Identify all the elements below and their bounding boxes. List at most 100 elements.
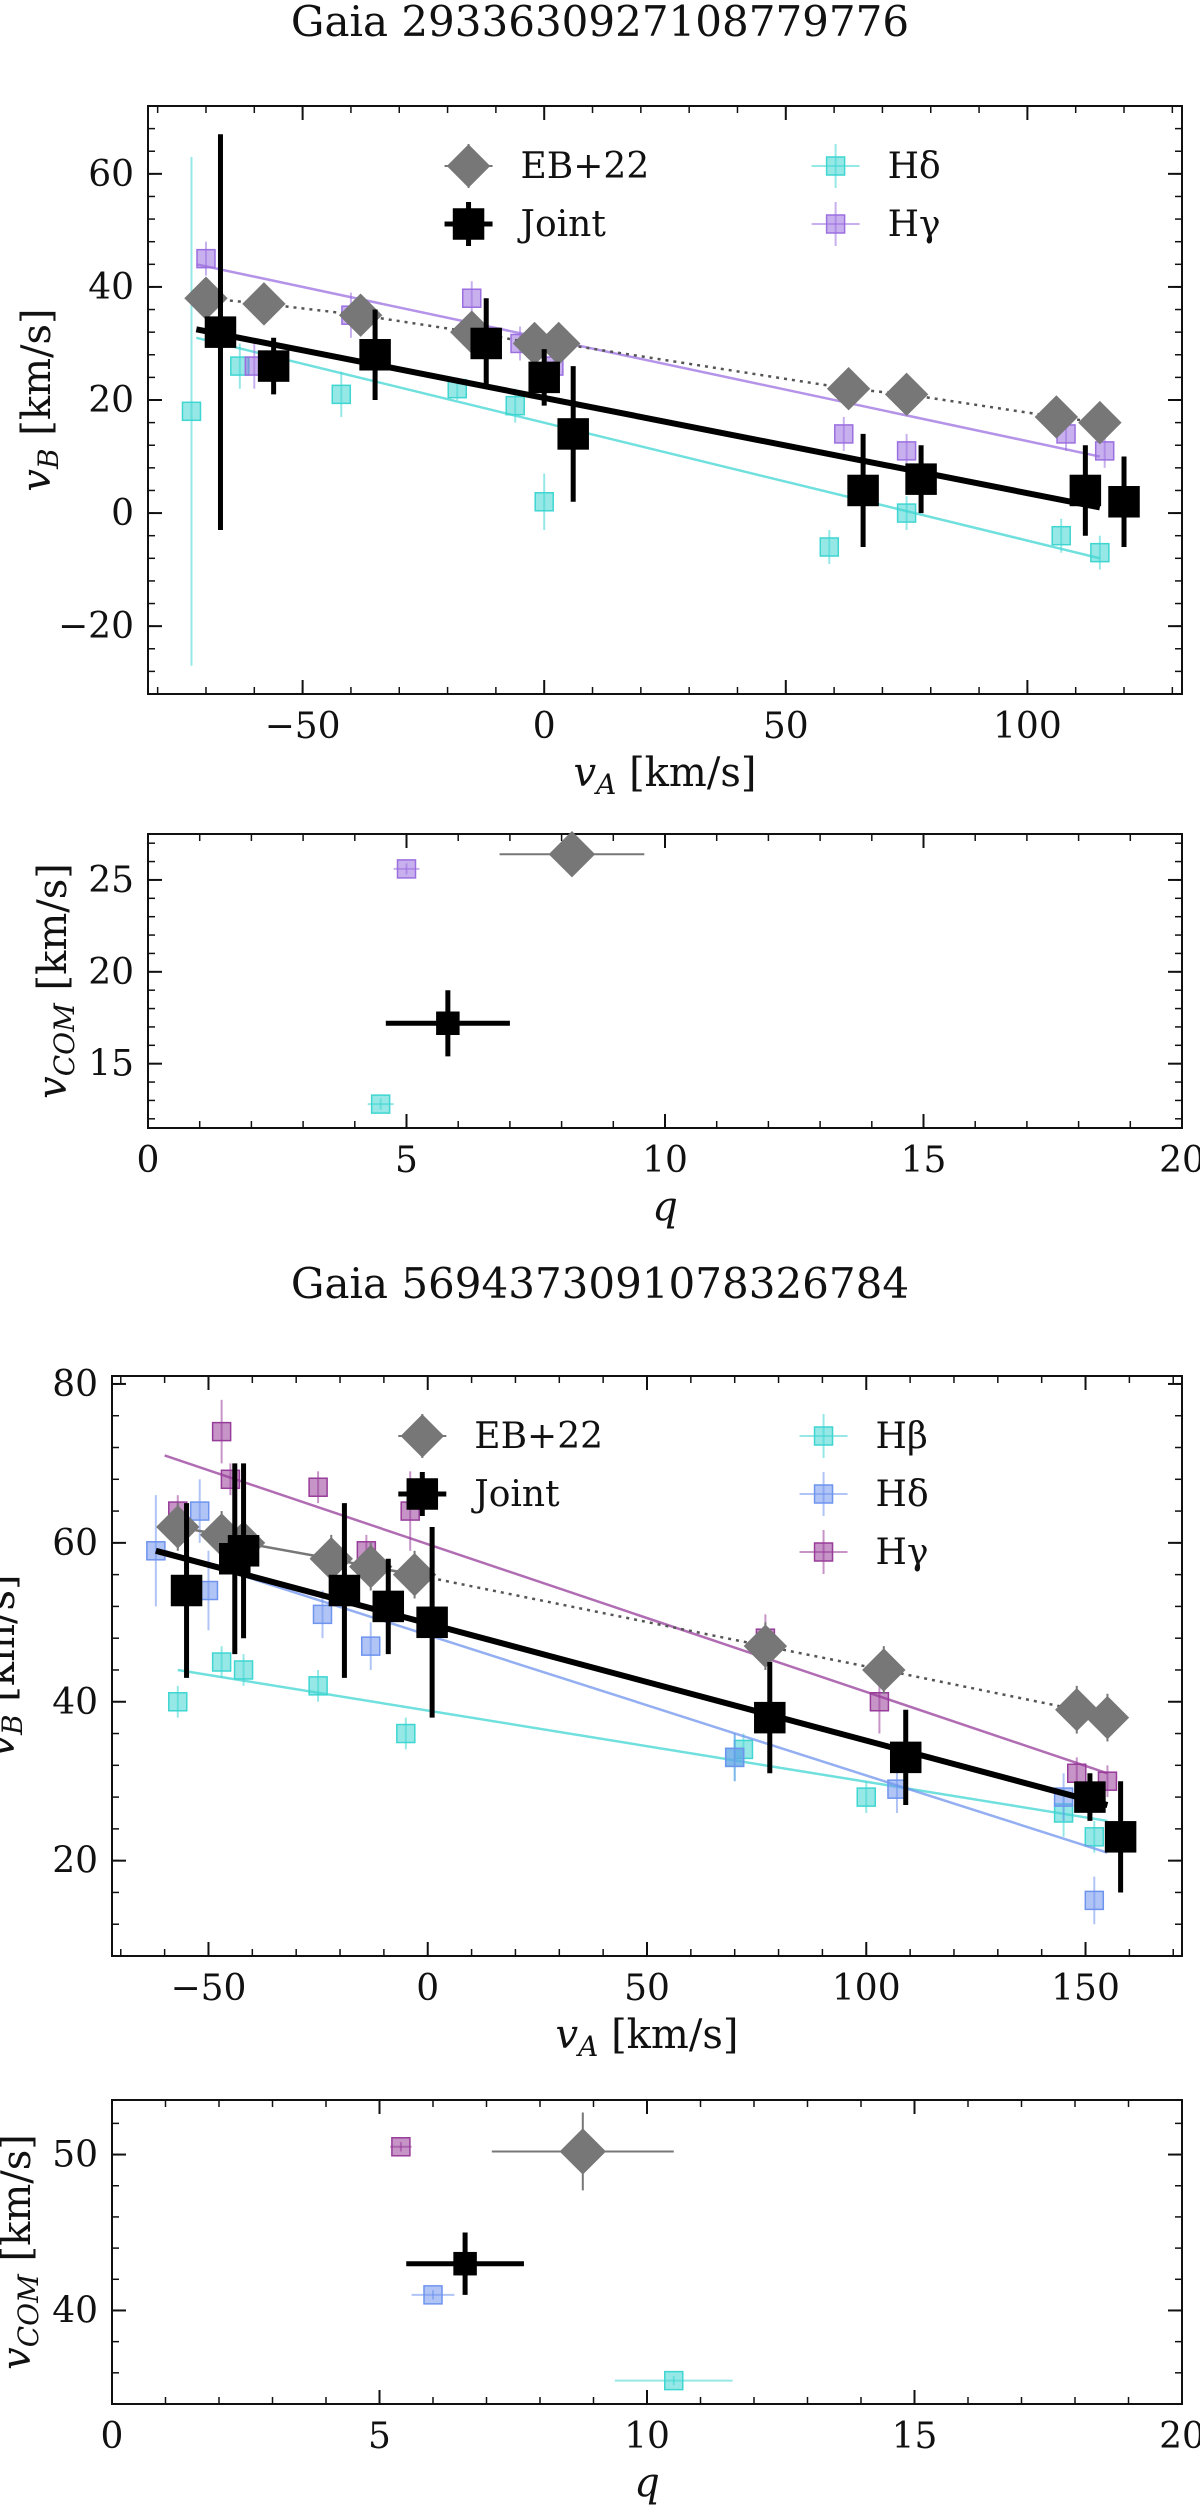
data-point-hdelta: [534, 492, 554, 512]
data-point-joint: [1074, 1781, 1106, 1813]
title-plot-1: Gaia 2933630927108779776: [291, 0, 909, 46]
x-tick-label: 5: [368, 2416, 391, 2457]
data-point-joint: [170, 1574, 203, 1607]
data-point-eb22: [884, 372, 929, 417]
data-point-hdelta: [360, 1636, 381, 1656]
data-point-eb22: [559, 2128, 607, 2175]
data-point-eb22: [1078, 400, 1122, 445]
data-point-eb22: [242, 282, 286, 326]
data-point-hdelta: [331, 384, 352, 405]
legend-label-hgamma: Hγ: [876, 1532, 929, 1573]
data-point-hgamma: [461, 288, 482, 308]
data-point-joint: [328, 1574, 361, 1607]
fit-line-hdelta: [196, 336, 1101, 560]
legend-label-hbeta: Hβ: [876, 1416, 928, 1457]
fit-line-hgamma: [164, 1454, 1108, 1775]
data-point-hgamma: [196, 248, 216, 269]
y-tick-label: 20: [88, 380, 134, 421]
data-point-hgamma: [396, 859, 417, 879]
data-point-joint: [1069, 474, 1102, 507]
data-point-hdelta: [1051, 525, 1071, 546]
series-hdelta: [411, 2285, 455, 2305]
series-joint: [195, 134, 1140, 547]
series-hgamma: [393, 859, 420, 879]
data-point-hbeta: [664, 2370, 684, 2391]
x-tick-label: 0: [137, 1140, 160, 1181]
y-tick-label: 20: [88, 952, 134, 993]
x-axis-label: q: [652, 1184, 678, 1230]
axes-frame: [147, 105, 1183, 695]
data-point-eb22: [349, 1544, 393, 1589]
x-tick-label: 50: [763, 706, 809, 747]
data-point-joint: [754, 1701, 786, 1734]
x-tick-label: −50: [265, 706, 341, 747]
x-tick-label: 100: [832, 1968, 901, 2009]
x-tick-label: 0: [533, 706, 556, 747]
y-tick-label: 60: [52, 1523, 98, 1564]
data-point-hdelta: [505, 395, 525, 416]
data-point-hgamma: [391, 2137, 411, 2157]
legend-label-hgamma: Hγ: [888, 204, 941, 245]
data-point-joint: [1104, 1821, 1137, 1853]
series-hgamma: [164, 1399, 1118, 1798]
data-point-hbeta: [396, 1723, 416, 1744]
eb22-connector: [205, 296, 1101, 424]
data-point-hdelta: [312, 1604, 333, 1625]
plot-3-velocity: −50 0 50 100 150 20 40 60 80 vA [km/s] vB [km/s] EB…: [0, 1364, 1183, 2063]
series-hdelta: [146, 1479, 1108, 1925]
plot-4-vcom: 0 5 10 15 20 40 50 q vCOM [km/s]: [0, 2099, 1200, 2506]
x-tick-label: 10: [642, 1140, 688, 1181]
data-point-hbeta: [1084, 1827, 1105, 1847]
x-tick-label: 20: [1159, 2416, 1200, 2457]
legend-marker-joint: [452, 208, 485, 240]
legend-marker-eb22: [400, 1414, 445, 1458]
x-tick-label: 100: [993, 706, 1062, 747]
series-hbeta: [614, 2370, 733, 2391]
data-point-hbeta: [168, 1692, 188, 1712]
legend-marker-eb22: [446, 144, 491, 188]
x-tick-label: 150: [1051, 1968, 1120, 2009]
legend-marker-hgamma: [825, 214, 846, 234]
data-point-hdelta: [370, 1094, 391, 1114]
data-point-hdelta: [189, 1501, 210, 1521]
x-axis-label: vA [km/s]: [574, 750, 757, 801]
data-point-hgamma: [1094, 441, 1115, 461]
data-point-hgamma: [869, 1692, 890, 1712]
y-axis-label: vCOM [km/s]: [30, 863, 81, 1099]
data-point-joint: [528, 361, 560, 394]
y-tick-label: 40: [52, 1682, 98, 1723]
series-joint: [406, 2232, 524, 2295]
data-point-joint: [416, 1606, 448, 1639]
data-point-hdelta: [819, 537, 840, 557]
series-eb22: [499, 831, 645, 878]
data-point-eb22: [338, 293, 383, 337]
data-point-joint: [470, 327, 502, 360]
series-eb22: [156, 1503, 1130, 1742]
data-point-hbeta: [211, 1652, 232, 1672]
data-point-eb22: [1055, 1687, 1099, 1732]
y-tick-label: 60: [88, 154, 134, 195]
y-axis-label: vB [km/s]: [14, 308, 65, 491]
data-point-eb22: [743, 1624, 788, 1668]
fit-line-joint: [155, 1547, 1109, 1808]
data-point-hgamma: [308, 1477, 328, 1497]
data-point-eb22: [548, 831, 596, 878]
y-axis-label: vB [km/s]: [0, 1574, 29, 1757]
legend-marker-hdelta: [825, 156, 846, 176]
legend: EB+22 Joint Hδ Hγ: [444, 144, 941, 246]
data-point-eb22: [1034, 395, 1079, 439]
data-point-joint: [359, 339, 391, 371]
data-point-hbeta: [233, 1660, 254, 1680]
data-point-hgamma: [211, 1421, 232, 1442]
data-point-hgamma: [834, 424, 854, 444]
y-tick-label: 20: [52, 1841, 98, 1882]
y-tick-label: 0: [111, 493, 134, 534]
x-axis-label: vA [km/s]: [556, 2012, 739, 2063]
legend-label-eb22: EB+22: [474, 1416, 603, 1457]
data-point-joint: [557, 418, 589, 450]
x-tick-label: −50: [170, 1968, 246, 2009]
x-tick-label: 20: [1159, 1140, 1200, 1181]
data-point-eb22: [392, 1552, 437, 1597]
y-tick-label: 80: [52, 1364, 98, 1405]
fit-line-joint: [195, 326, 1101, 511]
